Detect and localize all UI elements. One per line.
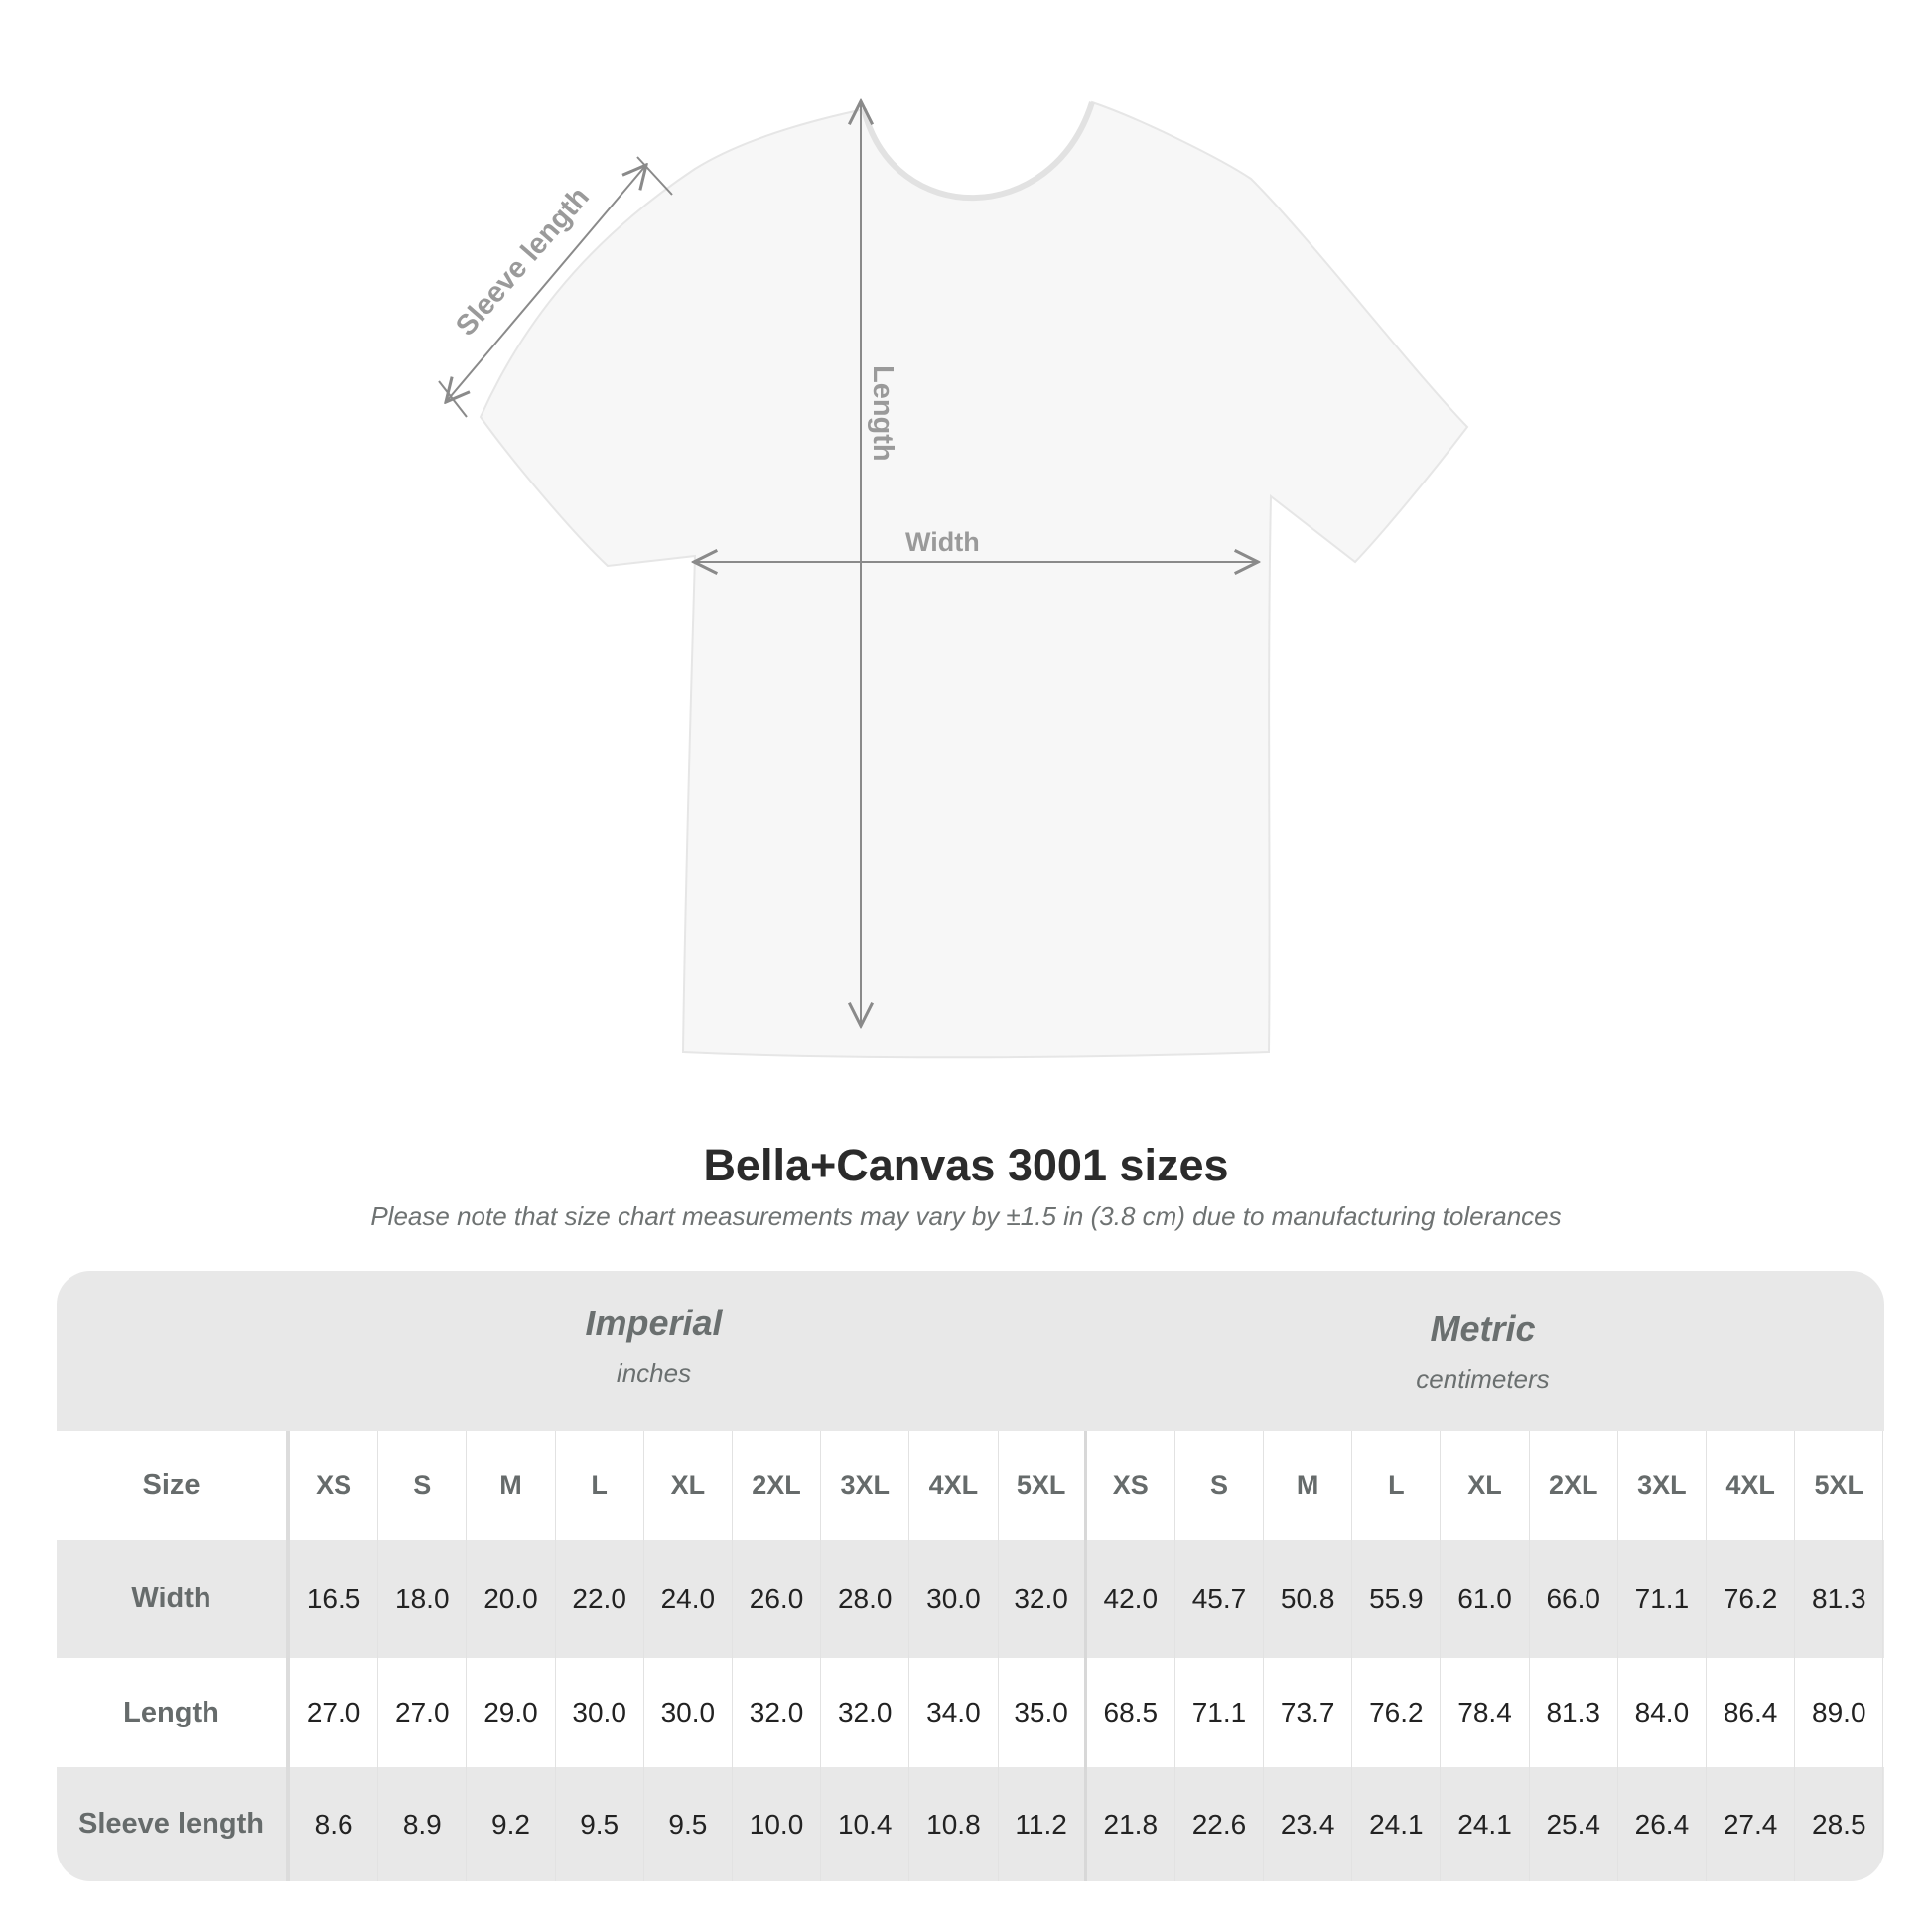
metric-value-cell: 24.1 [1352, 1767, 1442, 1881]
t-shirt-diagram: Sleeve length Length Width [438, 0, 1469, 1059]
metric-value-cell: 50.8 [1264, 1540, 1353, 1658]
metric-value-cell: 61.0 [1441, 1540, 1530, 1658]
metric-value-cell: 89.0 [1795, 1658, 1884, 1767]
imperial-value-cell: 9.5 [644, 1767, 733, 1881]
imperial-value-cell: 32.0 [999, 1540, 1087, 1658]
row-label: Size [57, 1431, 290, 1540]
metric-value-cell: 25.4 [1530, 1767, 1618, 1881]
imperial-value-cell: 9.5 [556, 1767, 644, 1881]
imperial-title: Imperial [585, 1303, 723, 1343]
imperial-value-cell: 26.0 [733, 1540, 822, 1658]
metric-value-cell: 22.6 [1175, 1767, 1265, 1881]
imperial-value-cell: 27.0 [290, 1658, 379, 1767]
metric-value-cell: 66.0 [1530, 1540, 1618, 1658]
size-header-cell: 2XL [1530, 1431, 1618, 1540]
size-header-cell: 4XL [909, 1431, 999, 1540]
metric-value-cell: 78.4 [1441, 1658, 1530, 1767]
sleeve-line [446, 165, 646, 402]
metric-value-cell: 86.4 [1707, 1658, 1796, 1767]
metric-value-cell: 26.4 [1618, 1767, 1707, 1881]
metric-value-cell: 68.5 [1087, 1658, 1175, 1767]
tolerance-note: Please note that size chart measurements… [370, 1201, 1562, 1231]
imperial-value-cell: 8.6 [290, 1767, 379, 1881]
size-header-cell: 4XL [1707, 1431, 1796, 1540]
size-table: Imperial inches Metric centimeters Size X… [57, 1271, 1884, 1881]
imperial-value-cell: 10.0 [733, 1767, 822, 1881]
row-label: Width [57, 1540, 290, 1658]
size-header-cell: 3XL [821, 1431, 910, 1540]
imperial-value-cell: 22.0 [556, 1540, 644, 1658]
imperial-header: Imperial inches [255, 1303, 1052, 1389]
imperial-value-cell: 20.0 [467, 1540, 556, 1658]
metric-value-cell: 21.8 [1087, 1767, 1175, 1881]
size-header-cell: 3XL [1618, 1431, 1707, 1540]
imperial-value-cell: 16.5 [290, 1540, 379, 1658]
metric-value-cell: 24.1 [1441, 1767, 1530, 1881]
size-header-cell: S [378, 1431, 468, 1540]
size-header-cell: M [467, 1431, 556, 1540]
metric-header: Metric centimeters [1084, 1309, 1881, 1395]
length-label: Length [867, 365, 898, 462]
metric-value-cell: 81.3 [1795, 1540, 1884, 1658]
size-header-cell: M [1264, 1431, 1353, 1540]
imperial-value-cell: 9.2 [467, 1767, 556, 1881]
table-header-band: Imperial inches Metric centimeters [57, 1271, 1884, 1431]
table-row: Sleeve length 8.6 8.9 9.2 9.5 9.5 10.0 10.4 10.8… [57, 1767, 1884, 1881]
imperial-value-cell: 8.9 [378, 1767, 468, 1881]
imperial-value-cell: 27.0 [378, 1658, 468, 1767]
size-header-cell: L [1352, 1431, 1442, 1540]
size-header-cell: 5XL [999, 1431, 1087, 1540]
metric-value-cell: 81.3 [1530, 1658, 1618, 1767]
size-header-cell: 2XL [733, 1431, 822, 1540]
size-header-cell: 5XL [1795, 1431, 1884, 1540]
metric-value-cell: 71.1 [1618, 1540, 1707, 1658]
table-row: Length 27.0 27.0 29.0 30.0 30.0 32.0 32.0 34.0 35… [57, 1658, 1884, 1767]
size-header-cell: XL [644, 1431, 733, 1540]
size-header-cell: XL [1441, 1431, 1530, 1540]
metric-value-cell: 71.1 [1175, 1658, 1265, 1767]
row-label: Length [57, 1658, 290, 1767]
metric-value-cell: 84.0 [1618, 1658, 1707, 1767]
metric-unit: centimeters [1416, 1364, 1550, 1394]
metric-value-cell: 28.5 [1795, 1767, 1884, 1881]
imperial-unit: inches [616, 1358, 692, 1388]
metric-value-cell: 23.4 [1264, 1767, 1353, 1881]
metric-value-cell: 76.2 [1707, 1540, 1796, 1658]
metric-value-cell: 45.7 [1175, 1540, 1265, 1658]
table-row: Width 16.5 18.0 20.0 22.0 24.0 26.0 28.0 30.0 32.… [57, 1540, 1884, 1658]
size-header-cell: XS [290, 1431, 379, 1540]
imperial-value-cell: 24.0 [644, 1540, 733, 1658]
imperial-value-cell: 10.8 [909, 1767, 999, 1881]
imperial-value-cell: 32.0 [733, 1658, 822, 1767]
imperial-value-cell: 34.0 [909, 1658, 999, 1767]
metric-value-cell: 55.9 [1352, 1540, 1442, 1658]
page-title: Bella+Canvas 3001 sizes [703, 1140, 1229, 1190]
width-label: Width [905, 527, 980, 557]
size-header-cell: L [556, 1431, 644, 1540]
size-header-cell: XS [1087, 1431, 1175, 1540]
metric-value-cell: 27.4 [1707, 1767, 1796, 1881]
imperial-value-cell: 10.4 [821, 1767, 910, 1881]
metric-value-cell: 76.2 [1352, 1658, 1442, 1767]
imperial-value-cell: 30.0 [556, 1658, 644, 1767]
imperial-value-cell: 18.0 [378, 1540, 468, 1658]
t-shirt-image [479, 100, 1469, 1059]
metric-value-cell: 42.0 [1087, 1540, 1175, 1658]
imperial-value-cell: 30.0 [644, 1658, 733, 1767]
imperial-value-cell: 29.0 [467, 1658, 556, 1767]
imperial-value-cell: 11.2 [999, 1767, 1087, 1881]
imperial-value-cell: 28.0 [821, 1540, 910, 1658]
imperial-value-cell: 30.0 [909, 1540, 999, 1658]
metric-value-cell: 73.7 [1264, 1658, 1353, 1767]
metric-title: Metric [1430, 1309, 1536, 1349]
size-header-cell: S [1175, 1431, 1265, 1540]
imperial-value-cell: 32.0 [821, 1658, 910, 1767]
imperial-value-cell: 35.0 [999, 1658, 1087, 1767]
row-label: Sleeve length [57, 1767, 290, 1881]
size-header-row: Size XS S M L XL 2XL 3XL 4XL 5XL XS S M L XL 2XL 3XL 4XL 5… [57, 1431, 1884, 1540]
